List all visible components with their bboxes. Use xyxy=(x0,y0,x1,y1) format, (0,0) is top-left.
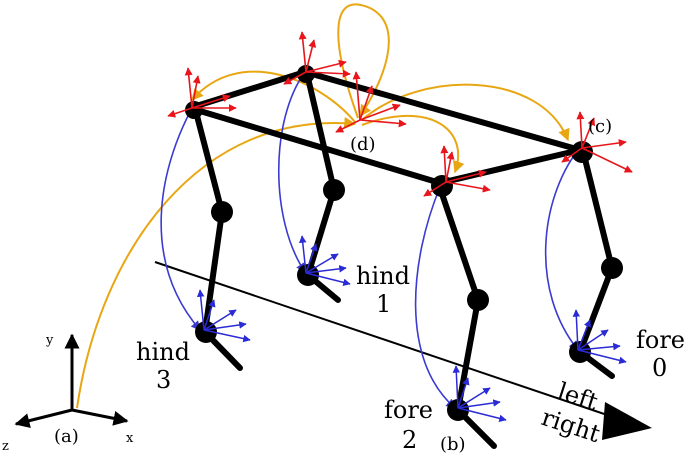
leg-label-fore0-name: fore xyxy=(636,326,685,354)
leg-label-fore2-name: fore xyxy=(384,396,433,424)
label-body-center: (d) xyxy=(350,134,376,155)
red-frame-arrows xyxy=(167,31,633,197)
axis-label-y: y xyxy=(45,333,54,348)
leg-label-fore2-index: 2 xyxy=(402,426,417,454)
ground-line xyxy=(154,261,652,440)
blue-leg-curves xyxy=(160,71,579,409)
leg-label-hind3-index: 3 xyxy=(156,366,171,394)
leg-label-hind1-index: 1 xyxy=(376,290,391,318)
axis-label-x: x xyxy=(126,431,134,446)
robot-joints xyxy=(185,65,623,421)
yellow-transform-curves xyxy=(76,3,570,409)
leg-label-hind3-name: hind xyxy=(136,338,190,366)
world-axes xyxy=(14,333,129,429)
blue-foot-arrows xyxy=(196,235,627,423)
leg-label-hind1-name: hind xyxy=(356,262,410,290)
label-world-origin: (a) xyxy=(54,426,79,447)
diagram-labels: (a) (b) (c) (d) y x z fore 0 hind 1 fore… xyxy=(2,116,685,455)
axis-label-z: z xyxy=(2,439,9,454)
label-fore0-hip: (c) xyxy=(588,116,612,137)
leg-label-fore0-index: 0 xyxy=(652,354,667,382)
label-fore2-foot: (b) xyxy=(440,434,466,455)
robot-body xyxy=(187,69,583,186)
